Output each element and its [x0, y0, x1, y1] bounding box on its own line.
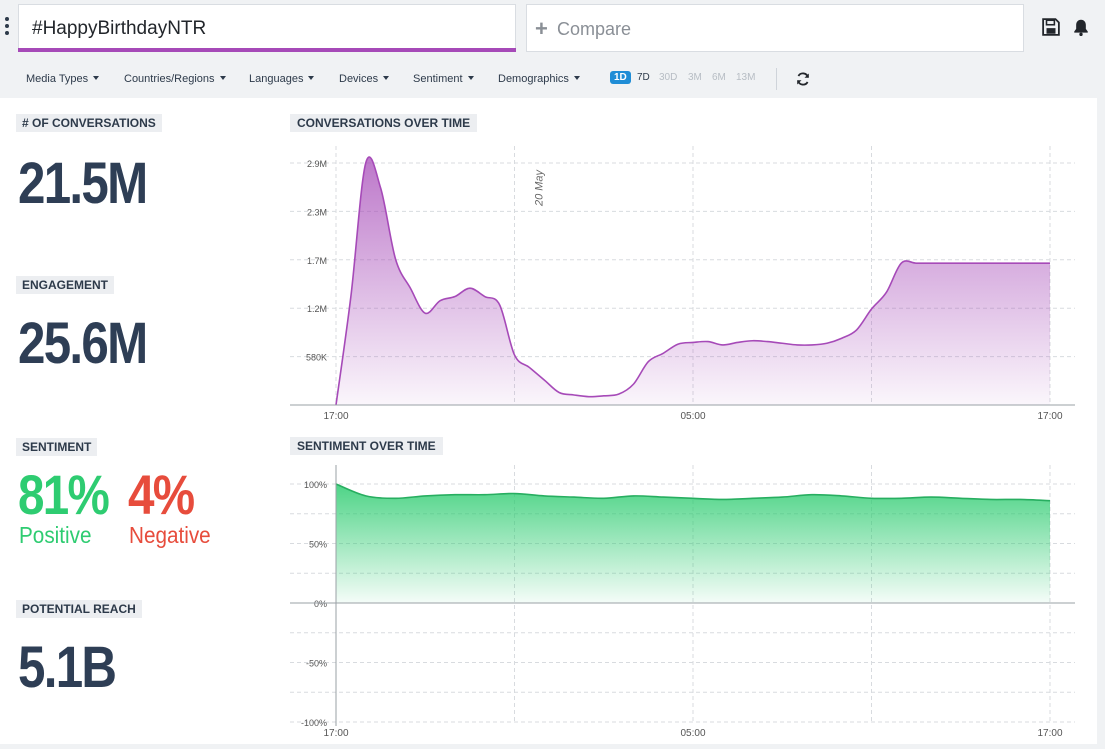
- sentiment-area: [336, 484, 1050, 603]
- conversations-chart-title: CONVERSATIONS OVER TIME: [290, 114, 478, 132]
- x-tick-label: 17:00: [1037, 728, 1062, 739]
- filter-label: Demographics: [498, 73, 569, 85]
- negative-percent: 4%: [128, 463, 195, 526]
- conversations-value: 21.5M: [18, 151, 148, 216]
- x-tick-label: 17:00: [1037, 411, 1062, 422]
- filter-devices[interactable]: Devices: [339, 73, 390, 85]
- caret-down-icon: [573, 76, 580, 80]
- y-tick-label: 580K: [306, 353, 327, 363]
- filter-demographics[interactable]: Demographics: [498, 73, 580, 85]
- dashboard-panel: # OF CONVERSATIONS 21.5M ENGAGEMENT 25.6…: [0, 98, 1097, 744]
- filter-sentiment[interactable]: Sentiment: [413, 73, 474, 85]
- y-tick-label: 100%: [304, 480, 327, 490]
- y-tick-label: 1.2M: [307, 304, 327, 314]
- y-tick-label: 2.3M: [307, 207, 327, 217]
- caret-down-icon: [93, 76, 100, 80]
- sentiment-label: SENTIMENT: [16, 438, 98, 456]
- caret-down-icon: [467, 76, 474, 80]
- x-tick-label: 17:00: [323, 728, 348, 739]
- range-1d[interactable]: 1D: [610, 71, 631, 84]
- x-tick-label: 05:00: [680, 411, 705, 422]
- conversations-chart: 580K 1.2M 1.7M 2.3M 2.9M 17:00 05:00 17:00 20 Ma…: [290, 146, 1075, 422]
- filter-label: Sentiment: [413, 73, 463, 85]
- range-30d[interactable]: 30D: [659, 72, 678, 83]
- divider: [776, 68, 777, 90]
- plus-icon: +: [535, 16, 548, 41]
- filter-label: Devices: [339, 73, 379, 85]
- save-icon[interactable]: [1042, 18, 1060, 36]
- reach-value: 5.1B: [18, 635, 117, 700]
- y-tick-label: 1.7M: [307, 256, 327, 266]
- range-6m[interactable]: 6M: [712, 72, 726, 83]
- conversations-area: [336, 157, 1050, 405]
- engagement-value: 25.6M: [18, 311, 148, 376]
- sentiment-line: [335, 483, 1051, 502]
- conversations-label: # OF CONVERSATIONS: [16, 114, 162, 132]
- y-tick-label: -100%: [301, 718, 327, 728]
- filter-label: Countries/Regions: [124, 73, 215, 85]
- reach-label: POTENTIAL REACH: [16, 600, 142, 618]
- x-tick-label: 17:00: [323, 411, 348, 422]
- filter-media-types[interactable]: Media Types: [26, 73, 100, 85]
- filter-countries-regions[interactable]: Countries/Regions: [124, 73, 226, 85]
- y-tick-label: 50%: [309, 540, 327, 550]
- caret-down-icon: [219, 76, 226, 80]
- kebab-menu-icon[interactable]: [3, 17, 11, 39]
- positive-percent: 81%: [18, 463, 110, 526]
- filter-label: Languages: [249, 73, 304, 85]
- range-3m[interactable]: 3M: [688, 72, 702, 83]
- positive-label: Positive: [19, 522, 92, 548]
- conversations-line: [335, 156, 1050, 406]
- y-tick-label: 0%: [314, 599, 327, 609]
- filter-bar: Media Types Countries/Regions Languages …: [0, 60, 1105, 98]
- x-tick-label: 05:00: [680, 728, 705, 739]
- search-query-text: #HappyBirthdayNTR: [32, 18, 207, 39]
- caret-down-icon: [383, 76, 390, 80]
- range-13m[interactable]: 13M: [736, 72, 756, 83]
- search-accent-underline: [18, 48, 516, 52]
- date-annotation: 20 May: [534, 168, 546, 207]
- filter-label: Media Types: [26, 73, 89, 85]
- filter-languages[interactable]: Languages: [249, 73, 315, 85]
- compare-input[interactable]: + Compare: [526, 4, 1024, 52]
- compare-placeholder: Compare: [557, 19, 632, 39]
- engagement-label: ENGAGEMENT: [16, 276, 115, 294]
- search-input[interactable]: #HappyBirthdayNTR: [18, 4, 516, 52]
- range-7d[interactable]: 7D: [637, 72, 650, 83]
- refresh-icon[interactable]: [795, 71, 811, 87]
- negative-label: Negative: [129, 522, 211, 548]
- top-bar: #HappyBirthdayNTR + Compare: [0, 0, 1105, 60]
- bell-icon[interactable]: [1072, 18, 1090, 36]
- sentiment-chart-title: SENTIMENT OVER TIME: [290, 437, 443, 455]
- y-tick-label: 2.9M: [307, 159, 327, 169]
- sentiment-chart: 100%50%0%-50%-100%17:00 05:00 17:00: [290, 465, 1075, 739]
- caret-down-icon: [308, 76, 315, 80]
- y-tick-label: -50%: [306, 659, 327, 669]
